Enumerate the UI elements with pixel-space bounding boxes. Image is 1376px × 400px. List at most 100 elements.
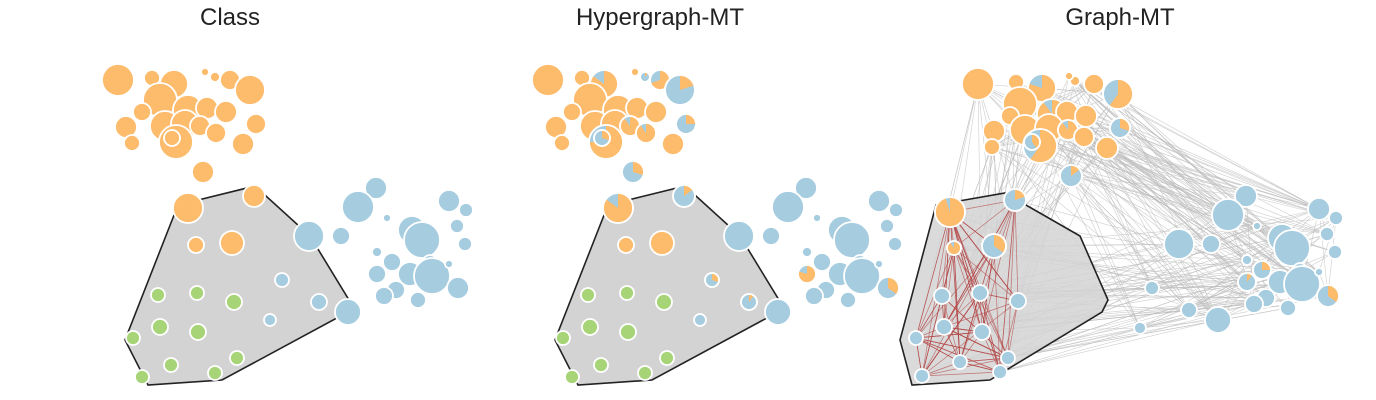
node	[665, 75, 695, 105]
node	[1212, 199, 1244, 231]
node	[802, 247, 812, 257]
node	[1242, 255, 1252, 265]
node	[1308, 198, 1330, 220]
node	[532, 64, 564, 96]
node	[243, 185, 265, 207]
node	[868, 190, 890, 212]
node	[294, 221, 324, 251]
node	[1164, 229, 1194, 259]
node	[1010, 293, 1026, 309]
node	[594, 358, 608, 372]
node	[1103, 79, 1133, 109]
node	[565, 370, 579, 384]
node	[563, 103, 581, 121]
node	[694, 314, 706, 326]
node	[1245, 295, 1263, 313]
node	[909, 331, 923, 345]
node	[126, 331, 140, 345]
node	[934, 288, 950, 304]
node	[622, 161, 644, 183]
node	[875, 260, 883, 268]
node	[246, 114, 266, 134]
node	[915, 369, 929, 383]
node	[215, 101, 237, 123]
node	[636, 123, 656, 143]
node	[190, 324, 206, 340]
node	[192, 161, 214, 183]
node	[230, 351, 244, 365]
node	[765, 299, 791, 325]
node	[582, 319, 598, 335]
node	[974, 324, 990, 340]
node	[676, 114, 696, 134]
node	[335, 299, 361, 325]
node	[953, 355, 967, 369]
node	[1065, 72, 1073, 80]
node	[375, 287, 393, 305]
node	[656, 294, 672, 310]
node	[232, 133, 254, 155]
node	[173, 193, 203, 223]
node	[208, 366, 222, 380]
panel-hypergraph-mt: Hypergraph-MT	[430, 0, 890, 400]
node	[1205, 307, 1231, 333]
node	[660, 351, 674, 365]
node	[332, 227, 350, 245]
node	[772, 191, 804, 223]
node	[798, 265, 816, 283]
network-plot-class	[0, 0, 460, 400]
node	[190, 286, 204, 300]
node	[1317, 285, 1339, 307]
node	[603, 193, 633, 223]
node	[151, 288, 165, 302]
node	[124, 135, 140, 151]
node	[1084, 74, 1104, 94]
node	[620, 324, 636, 340]
network-plot-hypergraph-mt	[430, 0, 890, 400]
node	[762, 227, 780, 245]
network-plot-graph-mt	[890, 0, 1350, 400]
node	[342, 191, 374, 223]
node	[1202, 235, 1220, 253]
node	[834, 222, 870, 258]
node	[1274, 230, 1310, 266]
node	[1075, 105, 1097, 127]
panel-graph-mt: Graph-MT	[890, 0, 1350, 400]
node	[368, 265, 386, 283]
node	[1024, 134, 1040, 150]
node	[235, 75, 265, 105]
node	[813, 214, 821, 222]
node	[1110, 118, 1130, 138]
node	[984, 139, 1000, 155]
node	[164, 358, 178, 372]
node	[1096, 137, 1118, 159]
node	[372, 247, 382, 257]
node	[264, 314, 276, 326]
node	[1145, 281, 1159, 295]
graph-edge	[950, 84, 978, 212]
node	[152, 319, 168, 335]
node	[1280, 300, 1296, 316]
node	[275, 273, 289, 287]
node	[962, 68, 994, 100]
node	[741, 294, 757, 310]
node	[164, 130, 180, 146]
node	[631, 68, 639, 76]
node	[1329, 211, 1343, 225]
node	[1074, 127, 1094, 147]
node	[972, 285, 988, 301]
node	[133, 103, 151, 121]
node	[705, 273, 719, 287]
node	[102, 64, 134, 96]
node	[724, 221, 754, 251]
node	[556, 331, 570, 345]
node	[1320, 227, 1334, 241]
node	[135, 370, 149, 384]
node	[594, 130, 610, 146]
node	[1238, 273, 1256, 291]
node	[935, 197, 965, 227]
node	[206, 123, 226, 143]
node	[311, 294, 327, 310]
node	[188, 237, 204, 253]
node	[1004, 189, 1026, 211]
